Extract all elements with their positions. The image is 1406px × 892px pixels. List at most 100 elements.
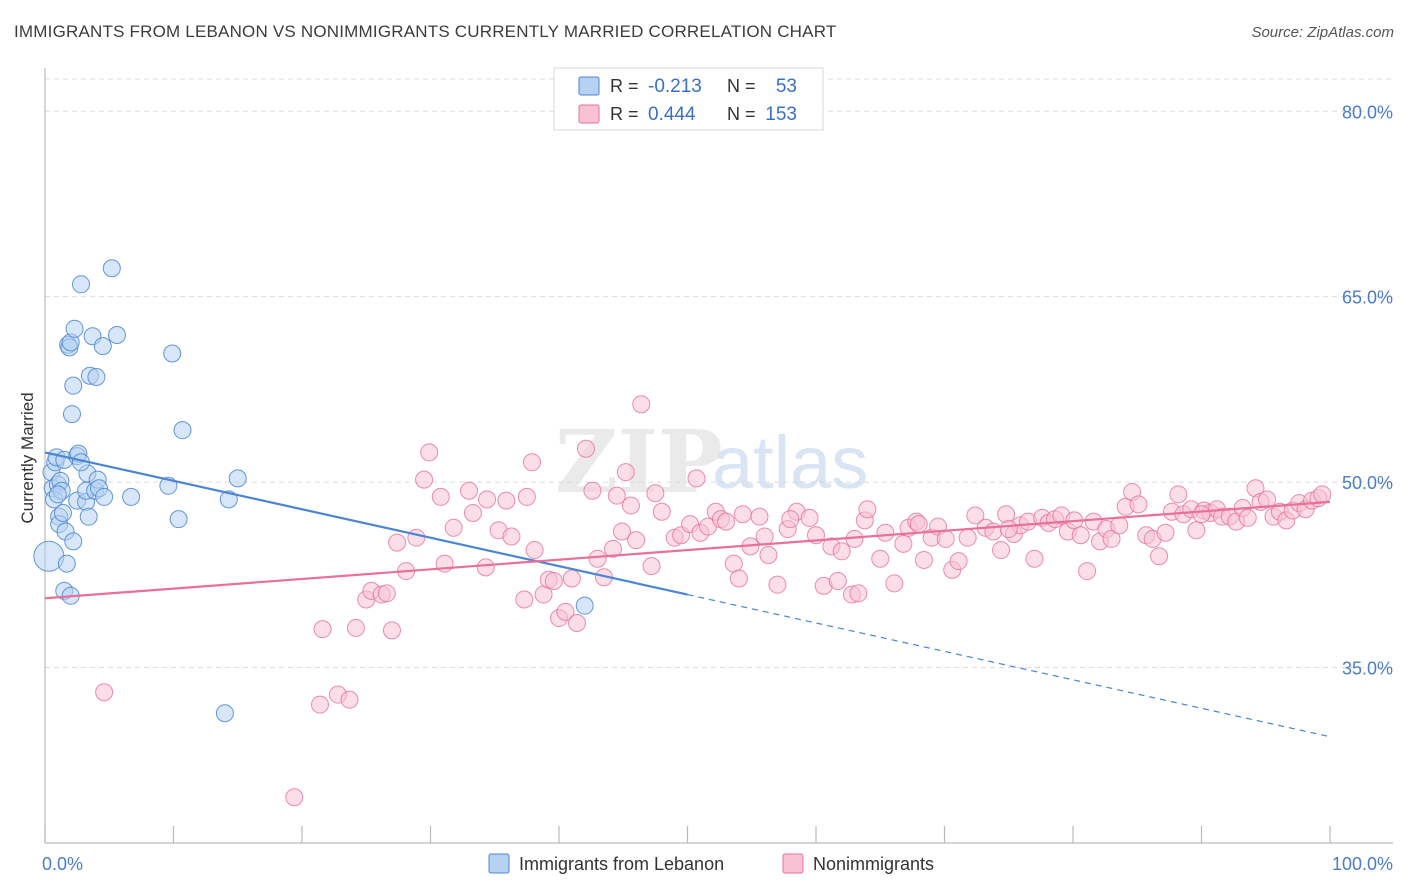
nonimmigrant-point-16 xyxy=(420,443,439,462)
lebanon-point-38 xyxy=(93,337,112,356)
nonimmigrant-point-126 xyxy=(1187,521,1206,540)
lebanon-points xyxy=(33,259,594,723)
nonimmigrant-point-61 xyxy=(729,569,748,588)
nonimmigrant-point-86 xyxy=(914,550,933,569)
nonimmigrant-point-48 xyxy=(632,395,651,414)
nonimmigrant-point-33 xyxy=(544,571,563,590)
nonimmigrant-point-101 xyxy=(1025,549,1044,568)
nonimmigrant-point-121 xyxy=(1156,523,1175,542)
lebanon-point-50 xyxy=(575,596,594,615)
stats-swatch-blue xyxy=(578,76,600,96)
lebanon-point-44 xyxy=(163,344,182,363)
y-tick-label-0: 35.0% xyxy=(1342,658,1393,678)
nonimmigrant-point-120 xyxy=(1150,547,1169,566)
nonimmigrant-point-20 xyxy=(460,481,479,500)
lebanon-point-46 xyxy=(173,421,192,440)
lebanon-point-20 xyxy=(62,405,81,424)
nonimmigrant-point-23 xyxy=(478,490,497,509)
lebanon-point-21 xyxy=(64,376,83,395)
nonimmigrant-point-91 xyxy=(949,552,968,571)
nonimmigrant-point-83 xyxy=(894,534,913,553)
stats-r-value-blue: -0.213 xyxy=(648,76,702,97)
lebanon-point-23 xyxy=(65,319,84,338)
stats-r-label-pink: R = xyxy=(610,104,639,124)
nonimmigrant-point-92 xyxy=(958,528,977,547)
nonimmigrant-point-79 xyxy=(858,500,877,519)
stats-n-value-pink: 153 xyxy=(765,104,797,125)
nonimmigrant-point-146 xyxy=(1313,485,1332,504)
lebanon-point-49 xyxy=(215,704,234,723)
chart-title: IMMIGRANTS FROM LEBANON VS NONIMMIGRANTS… xyxy=(14,22,837,41)
nonimmigrant-point-17 xyxy=(431,487,450,506)
lebanon-point-41 xyxy=(107,325,126,344)
nonimmigrant-point-108 xyxy=(1071,526,1090,545)
nonimmigrant-point-36 xyxy=(562,569,581,588)
nonimmigrant-point-46 xyxy=(621,496,640,515)
lebanon-point-27 xyxy=(71,275,90,294)
stats-r-label-blue: R = xyxy=(610,76,639,96)
nonimmigrant-point-62 xyxy=(733,505,752,524)
zipatlas-watermark: ZIP atlas xyxy=(555,412,868,513)
legend-label-nonimmigrants: Nonimmigrants xyxy=(813,854,934,874)
y-tick-label-2: 65.0% xyxy=(1342,288,1393,308)
stats-swatch-pink xyxy=(578,104,600,124)
x-tick-label-1: 100.0% xyxy=(1332,854,1393,874)
nonimmigrant-point-148 xyxy=(909,515,928,534)
lebanon-trend-line xyxy=(44,451,688,596)
lebanon-trend-extension xyxy=(687,593,1331,738)
nonimmigrant-point-137 xyxy=(1258,490,1277,509)
nonimmigrant-point-152 xyxy=(1192,505,1211,524)
nonimmigrant-point-117 xyxy=(1129,495,1148,514)
lebanon-point-39 xyxy=(95,487,114,506)
nonimmigrant-point-82 xyxy=(885,574,904,593)
trend-lines xyxy=(44,451,1331,738)
lebanon-point-22 xyxy=(64,532,83,551)
nonimmigrant-point-74 xyxy=(828,571,847,590)
nonimmigrant-point-39 xyxy=(583,481,602,500)
watermark-zip: ZIP xyxy=(555,412,723,513)
lebanon-point-31 xyxy=(79,507,98,526)
lebanon-point-45 xyxy=(169,510,188,529)
nonimmigrant-point-11 xyxy=(382,621,401,640)
y-tick-label-3: 80.0% xyxy=(1342,102,1393,122)
lebanon-point-48 xyxy=(228,469,247,488)
stats-legend: R = -0.213 N = 53 R = 0.444 N = 153 xyxy=(553,67,824,131)
nonimmigrant-point-5 xyxy=(340,690,359,709)
nonimmigrant-point-55 xyxy=(687,469,706,488)
nonimmigrant-point-1 xyxy=(285,788,304,807)
nonimmigrant-point-97 xyxy=(997,505,1016,524)
lebanon-point-42 xyxy=(122,487,141,506)
nonimmigrant-point-22 xyxy=(476,558,495,577)
nonimmigrant-point-26 xyxy=(502,527,521,546)
nonimmigrant-point-47 xyxy=(627,531,646,550)
y-tick-labels: 35.0% 50.0% 65.0% 80.0% xyxy=(1342,102,1393,678)
nonimmigrant-point-77 xyxy=(849,584,868,603)
nonimmigrant-point-25 xyxy=(497,491,516,510)
nonimmigrant-point-114 xyxy=(1110,516,1129,535)
nonimmigrants-trend-line xyxy=(44,500,1331,600)
legend-swatch-nonimmigrants xyxy=(782,853,804,874)
stats-n-label-pink: N = xyxy=(727,104,756,124)
axes xyxy=(44,68,1393,844)
nonimmigrant-point-80 xyxy=(871,549,890,568)
nonimmigrant-point-75 xyxy=(832,542,851,561)
nonimmigrant-point-3 xyxy=(313,620,332,639)
nonimmigrant-point-93 xyxy=(966,506,985,525)
nonimmigrant-point-65 xyxy=(755,527,774,546)
nonimmigrant-point-15 xyxy=(415,470,434,489)
nonimmigrants-points xyxy=(95,395,1332,807)
nonimmigrant-point-12 xyxy=(388,533,407,552)
lebanon-point-40 xyxy=(102,259,121,278)
nonimmigrant-point-35 xyxy=(556,602,575,621)
nonimmigrant-point-51 xyxy=(652,502,671,521)
nonimmigrant-point-123 xyxy=(1169,485,1188,504)
nonimmigrant-point-149 xyxy=(781,510,800,529)
gridlines xyxy=(45,78,1393,668)
lebanon-point-51 xyxy=(48,485,67,504)
nonimmigrant-point-50 xyxy=(646,484,665,503)
lebanon-point-11 xyxy=(53,503,72,522)
nonimmigrant-point-49 xyxy=(642,557,661,576)
source-label: Source: ZipAtlas.com xyxy=(1251,24,1394,41)
nonimmigrant-point-14 xyxy=(407,528,426,547)
